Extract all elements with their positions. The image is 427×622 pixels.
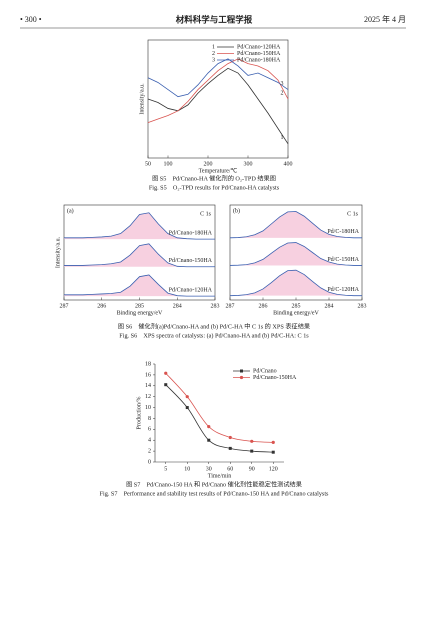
data-point [250,449,254,453]
series-label: Pd/Cnano-180HA [169,230,213,236]
y-tick-label: 4 [148,438,151,444]
x-tick-label: 287 [226,303,235,309]
x-axis-label: Binding energy/eV [117,310,163,316]
x-tick-label: 200 [204,161,213,167]
series-line [64,212,215,240]
y-tick-label: 6 [148,427,151,433]
data-point [185,406,189,410]
y-tick-label: 18 [145,361,151,367]
data-point [228,435,232,440]
data-point [164,371,168,375]
series-label: Pd/C-120HA [327,287,359,293]
x-tick-label: 285 [292,303,301,309]
curve-number: 1 [281,135,284,141]
data-point [207,425,211,429]
series-line [64,243,215,268]
legend-marker [239,375,244,380]
series-label: Pd/Cnano-120HA [169,287,213,293]
x-tick-label: 286 [97,303,106,309]
x-tick-label: 283 [358,303,367,309]
x-tick-label: 287 [60,303,69,309]
x-tick-label: 286 [259,303,268,309]
caption-en: Fig. S7 Performance and stability test r… [100,490,330,497]
x-tick-label: 5 [164,466,167,472]
series-line [165,384,274,453]
legend-label: Pd/Cnano-120HA [237,44,281,50]
data-point [185,395,189,399]
peak-area [64,274,215,297]
data-point [271,440,275,444]
caption-cn: 图 S7 Pd/Cnano-150 HA 和 Pd/Cnano 催化剂性能稳定性… [126,480,302,488]
y-axis-label: Intensity/a.u. [139,83,145,115]
x-tick-label: 90 [249,466,255,472]
data-point [228,446,232,450]
x-tick-label: 50 [145,161,151,167]
y-tick-label: 2 [148,448,151,454]
legend-number: 3 [212,57,215,63]
x-tick-label: 30 [206,466,212,472]
series-line [229,242,362,266]
y-tick-label: 12 [145,394,151,400]
legend-number: 2 [212,51,215,57]
x-tick-label: 284 [325,303,334,309]
peak-area [64,212,215,240]
x-tick-label: 285 [135,303,144,309]
x-axis-label: Time/min [208,473,231,479]
caption-en: Fig. S6 XPS spectra of catalysts: (a) Pd… [119,332,309,339]
series-line [229,211,362,239]
y-tick-label: 8 [148,416,151,422]
legend-label: Pd/Cnano-150HA [253,375,297,381]
peak-area [64,243,215,267]
y-tick-label: 0 [148,459,151,465]
x-tick-label: 400 [284,161,293,167]
x-axis-label: Temperature/℃ [199,168,238,174]
legend-label: Pd/Cnano-150HA [237,51,281,57]
series-line [147,67,289,145]
series-line [229,269,362,297]
journal-title: 材料科学与工程学报 [175,15,253,26]
y-axis-label: Intensity/a.u. [55,236,61,268]
y-tick-label: 16 [145,372,151,378]
caption-cn: 图 S5 Pd/Cnano-HA 催化剂的 O₂-TPD 结果图 [152,174,276,182]
x-tick-label: 60 [227,466,233,472]
x-tick-label: 100 [164,161,173,167]
y-tick-label: 10 [145,405,151,411]
series-label: Pd/C-180HA [327,229,359,235]
caption-cn: 图 S6 催化剂(a)Pd/Cnano-HA and (b) Pd/C-HA 中… [118,322,310,330]
series-line [64,274,215,297]
x-tick-label: 10 [184,466,190,472]
caption-en: Fig. S5 O₂-TPD results for Pd/Cnano-HA c… [149,184,280,191]
series-line [147,58,289,98]
y-tick-label: 14 [145,383,151,389]
x-tick-label: 300 [244,161,253,167]
series-label: Pd/Cnano-150HA [169,258,213,264]
series-line [147,58,289,123]
x-axis-label: Binding energy/eV [273,310,319,316]
curve-number: 3 [281,81,284,87]
page-number: • 300 • [20,15,42,24]
panel-label: (b) [233,207,240,214]
series-label: Pd/C-150HA [327,257,359,263]
panel-label: (a) [67,207,74,214]
data-point [207,438,211,442]
data-point [250,439,254,443]
legend-marker [240,369,243,373]
issue-date: 2025 年 4 月 [364,14,406,24]
x-tick-label: 283 [211,303,220,309]
legend-label: Pd/Cnano [253,368,277,374]
data-point [164,383,168,387]
legend-label: Pd/Cnano-180HA [237,57,281,63]
data-point [271,450,275,454]
annotation: C 1s [200,211,212,217]
x-tick-label: 284 [173,303,182,309]
annotation: C 1s [347,211,359,217]
curve-number: 2 [281,90,284,96]
series-line [165,372,274,443]
y-axis-label: Production/% [136,397,142,430]
x-tick-label: 120 [269,466,278,472]
legend-number: 1 [212,44,215,50]
